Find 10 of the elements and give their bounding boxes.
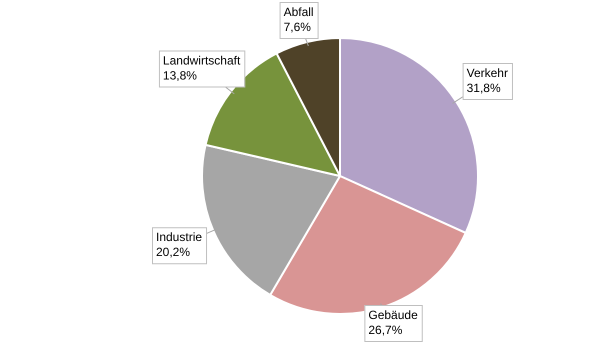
data-label: 7,6%: [284, 20, 312, 34]
data-label: 13,8%: [162, 68, 198, 82]
slice-label: Gebäude: [368, 308, 418, 322]
slice-label: Industrie: [156, 230, 202, 244]
slice-label: Abfall: [284, 4, 314, 19]
slice-label: Verkehr: [466, 66, 508, 80]
data-label: 26,7%: [368, 322, 403, 337]
slice-label: Landwirtschaft: [162, 53, 241, 68]
data-label: 20,2%: [156, 245, 190, 260]
data-label: 31,8%: [466, 80, 501, 95]
